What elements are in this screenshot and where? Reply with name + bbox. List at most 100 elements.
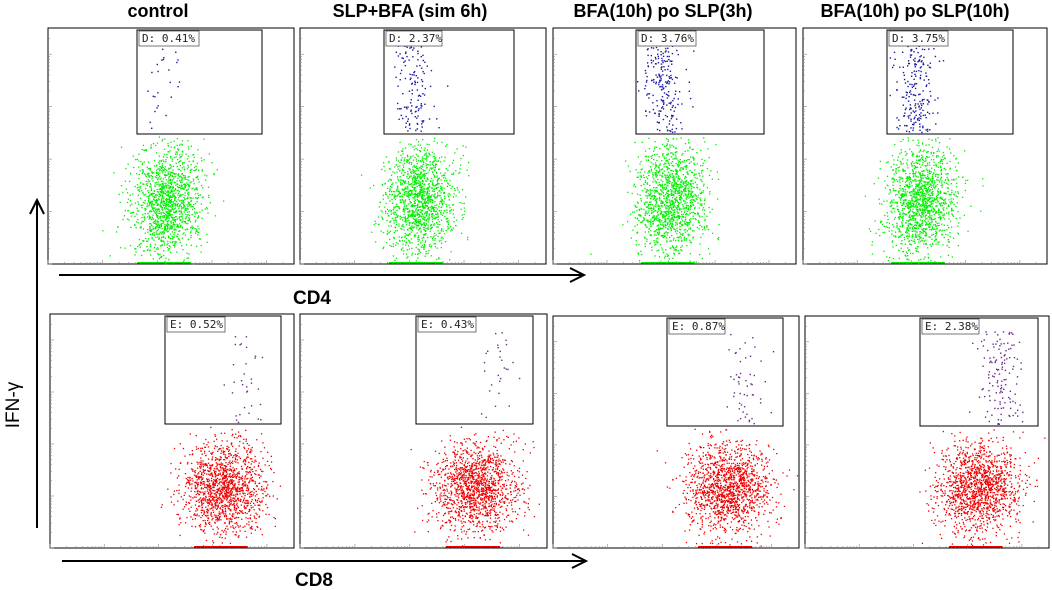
population-point [674,178,676,180]
population-point [163,215,165,217]
population-point [677,201,680,203]
population-point [152,208,154,210]
population-point [899,212,901,214]
population-point [162,172,164,174]
population-point [177,186,180,189]
population-point [894,194,897,196]
population-point [419,228,421,230]
population-point [653,178,655,180]
population-point [667,162,669,164]
population-point [465,146,467,148]
population-point [637,202,639,204]
population-point [681,191,683,193]
population-point [447,182,449,184]
population-point [429,164,431,166]
gated-points [637,42,695,133]
gated-point [659,79,661,82]
population-point [192,154,194,156]
population-point [915,206,918,208]
population-point [206,233,208,235]
population-point [688,192,690,194]
population-point [158,226,160,228]
population-point [416,221,418,223]
population-point [157,210,159,212]
population-point [677,160,679,162]
population-point [921,231,923,234]
population-point [178,216,181,218]
population-point [925,210,927,212]
gated-point [672,99,674,102]
population-point [399,239,401,242]
population-point [655,234,657,236]
population-point [163,148,166,150]
population-point [443,210,445,212]
population-point [196,198,199,200]
population-point [448,220,450,222]
population-point [175,229,177,231]
population-point [165,229,167,232]
population-point [437,226,439,228]
population-point [197,197,200,199]
population-point [181,227,184,229]
population-point [431,167,433,169]
population-point [653,197,655,199]
population-point [675,182,677,184]
population-point [651,246,653,248]
population-point [668,207,670,210]
population-point [904,170,906,172]
population-point [412,215,415,217]
population-point [693,173,696,175]
population-point [894,211,896,213]
population-point [652,211,655,213]
population-point [460,164,462,166]
population-point [687,193,690,195]
population-point [407,195,409,198]
population-point [668,171,670,173]
population-point [191,205,193,208]
population-point [413,202,415,205]
population-point [169,213,171,216]
population-point [675,197,677,200]
population-point [665,138,668,140]
population-point [699,197,701,199]
population-point [388,190,391,193]
population-point [152,226,154,228]
population-point [180,143,182,145]
population-point [434,163,437,165]
population-point [369,187,371,189]
population-point [416,186,418,188]
gated-point [400,108,402,110]
population-point [173,189,176,192]
population-point [687,158,689,161]
population-point [636,210,638,212]
population-point [907,184,909,186]
population-point [417,173,419,175]
gated-point [394,66,396,68]
population-point [680,185,682,187]
population-point [434,201,436,203]
population-point [164,171,166,173]
population-point [643,217,645,219]
population-point [665,145,667,147]
population-point [118,193,120,196]
population-point [935,195,938,198]
population-point [672,137,675,140]
population-point [159,204,161,206]
gated-point [663,102,665,104]
population-point [174,207,177,209]
population-point [677,191,679,193]
gated-point [156,107,158,109]
population-point [680,237,682,239]
population-point [195,188,198,190]
population-point [661,234,663,237]
population-point [115,231,118,233]
population-point [161,198,163,200]
population-point [166,191,168,194]
population-point [676,230,679,232]
population-point [427,236,429,239]
population-point [689,239,691,241]
population-point [194,228,196,230]
population-point [684,223,686,225]
population-point [702,233,704,235]
population-point [682,234,684,237]
